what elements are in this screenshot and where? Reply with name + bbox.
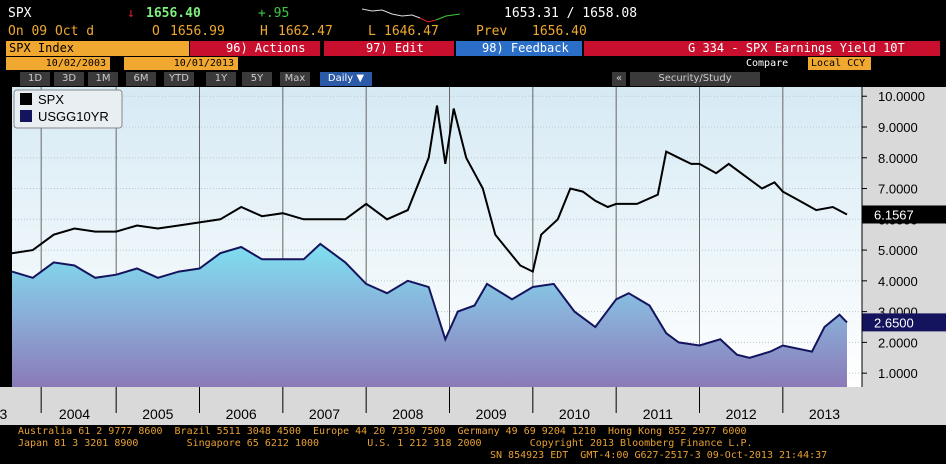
edit-menu[interactable]: 97) Edit <box>324 41 454 56</box>
high-label: H <box>260 24 268 39</box>
x-tick-label: 2005 <box>142 406 173 422</box>
actions-menu[interactable]: 96) Actions <box>190 41 320 56</box>
open: 1656.99 <box>170 24 225 39</box>
end-date[interactable]: 10/01/2013 <box>124 57 238 70</box>
y-tick-label: 5.0000 <box>878 243 918 258</box>
x-tick-label: 2012 <box>726 406 757 422</box>
bid-ask: 1653.31 / 1658.08 <box>504 6 638 21</box>
footer-line: SN 854923 EDT GMT-4:00 G627-2517-3 09-Oc… <box>490 450 828 461</box>
footer-line: Australia 61 2 9777 8600 Brazil 5511 304… <box>18 426 747 437</box>
sparkline <box>362 8 461 23</box>
range-button[interactable]: 5Y <box>242 72 272 86</box>
area-shade <box>12 243 847 387</box>
legend-label: SPX <box>38 92 64 107</box>
currency-field[interactable]: Local CCY <box>808 57 871 70</box>
x-tick-label: 03 <box>0 406 7 422</box>
change: +.95 <box>258 6 290 21</box>
range-button[interactable]: 1M <box>88 72 118 86</box>
y-tick-label: 4.0000 <box>878 274 918 289</box>
function-title: G 334 - SPX Earnings Yield 10T <box>584 41 940 56</box>
last-price: 1656.40 <box>146 6 201 21</box>
arrow: ↓ <box>127 6 135 21</box>
series-line <box>11 242 848 359</box>
last-value-box <box>862 313 946 332</box>
series-line <box>11 105 848 274</box>
x-tick-label: 2011 <box>643 406 673 422</box>
footer-line: Japan 81 3 3201 8900 Singapore 65 6212 1… <box>18 438 753 449</box>
low: 1646.47 <box>384 24 439 39</box>
x-tick-label: 2004 <box>59 406 90 422</box>
last-value-box <box>862 205 946 224</box>
y-tick-label: 2.0000 <box>878 335 918 350</box>
y-tick-label: 8.0000 <box>878 151 918 166</box>
x-tick-label: 2007 <box>309 406 340 422</box>
last-value-label: 2.6500 <box>874 315 914 330</box>
open-label: O <box>152 24 160 39</box>
x-tick-label: 2010 <box>559 406 590 422</box>
x-axis-background <box>0 387 946 425</box>
prev: 1656.40 <box>532 24 587 39</box>
y-tick-label: 1.0000 <box>878 366 918 381</box>
axis-background <box>862 87 946 387</box>
range-button[interactable]: 1D <box>20 72 50 86</box>
prev-label: Prev <box>476 24 508 39</box>
legend-label: USGG10YR <box>38 109 109 124</box>
legend-box <box>13 89 123 129</box>
legend: SPX USGG10YR <box>13 89 123 129</box>
ticker: SPX <box>8 6 32 21</box>
y-tick-label: 9.0000 <box>878 120 918 135</box>
legend-swatch <box>20 93 32 105</box>
x-tick-label: 2006 <box>226 406 257 422</box>
start-date[interactable]: 10/02/2003 <box>6 57 110 70</box>
security-study-button[interactable]: Security/Study <box>630 72 760 86</box>
range-button[interactable]: 6M <box>126 72 156 86</box>
legend-swatch <box>20 110 32 122</box>
range-button[interactable]: 1Y <box>206 72 236 86</box>
x-tick-label: 2013 <box>809 406 840 422</box>
collapse-button[interactable]: « <box>612 72 626 86</box>
security-field[interactable]: SPX Index <box>6 41 189 56</box>
period-dropdown[interactable]: Daily ▼ <box>320 72 372 86</box>
feedback-button[interactable]: 98) Feedback <box>456 41 582 56</box>
y-tick-label: 10.0000 <box>878 89 925 104</box>
range-button[interactable]: YTD <box>164 72 194 86</box>
range-button[interactable]: Max <box>280 72 310 86</box>
y-tick-label: 7.0000 <box>878 182 918 197</box>
last-value-label: 6.1567 <box>874 207 914 222</box>
range-button[interactable]: 3D <box>54 72 84 86</box>
date: On 09 Oct d <box>8 24 95 39</box>
x-tick-label: 2009 <box>476 406 507 422</box>
compare-label: Compare <box>746 58 789 69</box>
chart: 1.00002.00003.00004.00005.00006.00007.00… <box>0 87 946 425</box>
x-tick-label: 2008 <box>392 406 423 422</box>
high: 1662.47 <box>278 24 333 39</box>
low-label: L <box>368 24 376 39</box>
